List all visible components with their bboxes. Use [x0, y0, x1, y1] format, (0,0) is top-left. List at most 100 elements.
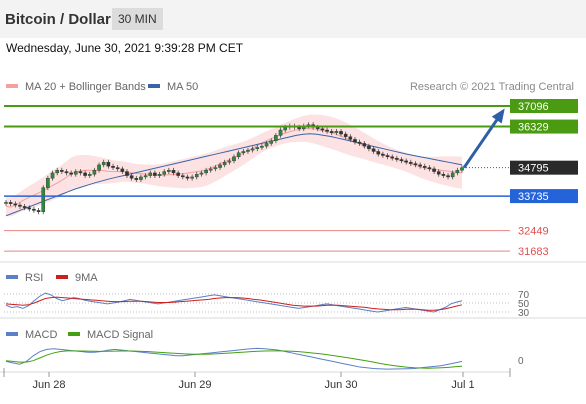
candle-body	[27, 207, 32, 210]
candle-body	[441, 174, 446, 176]
candle-body	[436, 171, 441, 175]
candle-body	[334, 131, 339, 133]
candle-body	[227, 160, 232, 163]
candle-body	[269, 140, 274, 144]
candle-body	[101, 161, 106, 166]
candle-body	[418, 164, 422, 167]
legend-label-ma50: MA 50	[167, 81, 198, 93]
legend-label-rsi-ma: 9MA	[75, 272, 98, 284]
candle-body	[204, 170, 208, 174]
x-tick-label: Jun 30	[324, 379, 357, 391]
bollinger-band	[6, 114, 462, 217]
legend-label-bollinger: MA 20 + Bollinger Bands	[25, 81, 146, 93]
candle-body	[194, 174, 199, 178]
candle-body	[339, 131, 343, 135]
candle-body	[97, 164, 101, 171]
candle-body	[241, 151, 246, 154]
candle-body	[18, 204, 22, 207]
resistance-label: 37096	[518, 101, 549, 113]
candle-body	[329, 131, 334, 133]
rsi-level-label: 70	[518, 290, 530, 301]
candle-body	[120, 168, 125, 172]
candle-body	[236, 152, 241, 158]
legend-swatch-rsi	[6, 275, 18, 279]
forecast-arrow-shaft	[462, 110, 505, 169]
ma50-line	[5, 133, 463, 217]
candle-body	[157, 174, 162, 176]
candle-body	[283, 127, 287, 131]
candle-body	[106, 161, 111, 167]
candle-body	[139, 176, 143, 180]
candle-body	[92, 170, 97, 175]
candle-body	[348, 136, 353, 140]
candle-body	[78, 171, 83, 174]
candle-body	[143, 175, 148, 178]
candle-body	[432, 168, 436, 172]
candle-body	[357, 141, 362, 144]
rsi-line	[5, 292, 463, 313]
candle-body	[232, 156, 236, 162]
candle-body	[162, 171, 167, 175]
candle-body	[199, 172, 204, 175]
rsi-level-label: 50	[518, 299, 530, 310]
candle-body	[50, 172, 55, 179]
candle-body	[381, 153, 385, 156]
candle-body	[246, 149, 250, 152]
timeframe-button[interactable]: 30 MIN	[112, 8, 163, 30]
candle-body	[255, 147, 260, 149]
candle-body	[260, 145, 264, 148]
candle-body	[278, 129, 283, 136]
candle-body	[422, 166, 427, 168]
rsi-level-label: 30	[518, 308, 530, 319]
candle-body	[64, 171, 69, 174]
current-price-tag	[510, 160, 578, 175]
candle-body	[8, 202, 13, 204]
candle-body	[413, 163, 418, 166]
candle-body	[409, 161, 413, 164]
candle-body	[208, 168, 213, 171]
chart-header: Bitcoin / Dollar 30 MIN	[0, 0, 586, 38]
x-tick-label: Jun 28	[32, 379, 65, 391]
candle-body	[455, 170, 460, 174]
legend-label-macd-signal: MACD Signal	[87, 329, 153, 341]
candle-body	[446, 175, 450, 178]
macd-line	[5, 347, 463, 370]
candle-body	[73, 171, 78, 175]
x-tick-label: Jul 1	[451, 379, 474, 391]
candle-body	[69, 172, 73, 175]
candle-body	[250, 148, 255, 151]
candle-body	[41, 187, 46, 212]
legend-label-rsi: RSI	[25, 272, 43, 284]
candle-body	[218, 164, 222, 168]
candle-body	[376, 151, 381, 155]
candle-body	[134, 178, 139, 180]
candle-body	[167, 170, 171, 172]
candle-body	[362, 143, 367, 147]
candle-body	[55, 170, 59, 174]
candle-body	[83, 172, 87, 176]
current-price-label: 34795	[518, 163, 549, 175]
legend-swatch-ma50	[148, 84, 160, 88]
candle-body	[185, 176, 190, 179]
macd-signal-line	[5, 350, 463, 369]
candle-body	[125, 171, 129, 176]
x-tick-label: Jun 29	[178, 379, 211, 391]
candle-body	[176, 172, 180, 176]
copyright-text: Research © 2021 Trading Central	[410, 81, 574, 93]
candle-body	[13, 203, 18, 206]
candle-body	[148, 172, 153, 176]
candle-body	[274, 135, 278, 141]
candle-body	[111, 166, 115, 168]
candle-body	[390, 156, 395, 159]
legend-swatch-macd	[6, 332, 18, 336]
legend-swatch-macd-signal	[68, 332, 80, 336]
chart-datetime: Wednesday, June 30, 2021 9:39:28 PM CET	[6, 41, 244, 55]
legend-swatch-rsi-ma	[56, 275, 68, 279]
candle-body	[404, 160, 408, 163]
candle-body	[153, 172, 157, 176]
candle-body	[222, 161, 227, 166]
candle-body	[385, 155, 390, 158]
chart-title: Bitcoin / Dollar	[5, 11, 111, 28]
candle-body	[320, 128, 325, 131]
